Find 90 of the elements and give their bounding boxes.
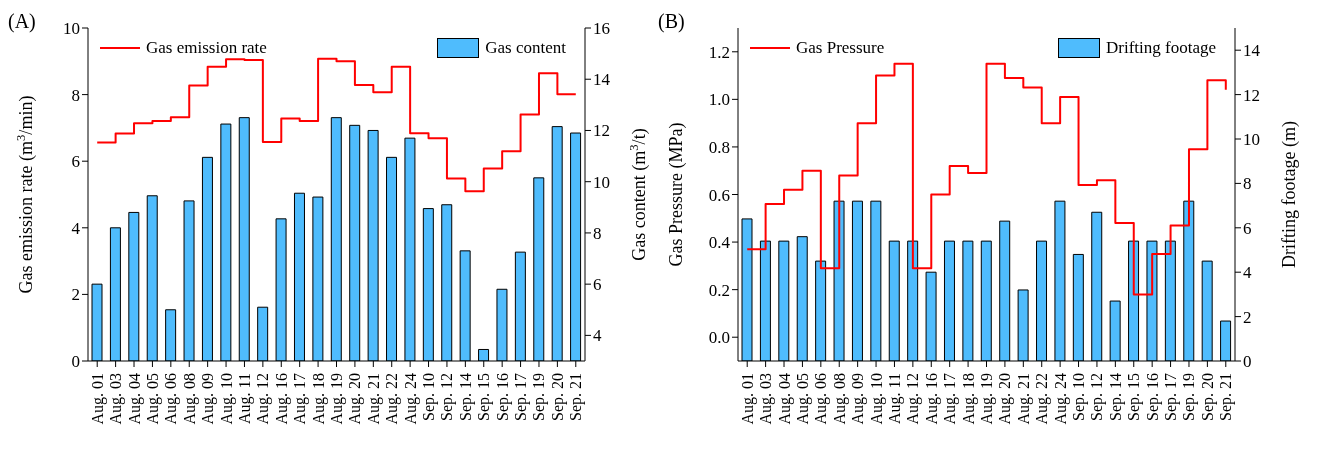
x-tick-label: Aug. 18 [309, 373, 328, 425]
x-tick-label: Aug. 05 [143, 373, 162, 425]
y-tick-label: 1.2 [708, 42, 730, 62]
x-tick-label: Aug. 05 [793, 373, 812, 425]
x-tick-label: Aug. 04 [775, 373, 794, 425]
x-tick-label: Aug. 12 [904, 373, 923, 425]
x-tick-label: Aug. 16 [272, 373, 291, 425]
x-tick-label: Sep. 10 [1070, 373, 1089, 421]
x-tick-label: Sep. 10 [420, 373, 439, 421]
x-tick-label: Aug. 21 [364, 373, 383, 425]
y2-tick-label: 10 [1243, 130, 1260, 150]
x-tick-label: Aug. 10 [867, 373, 886, 425]
x-tick-label: Aug. 11 [885, 373, 904, 424]
x-tick-label: Sep. 14 [1106, 373, 1125, 421]
y2-tick-label: 8 [1243, 174, 1252, 194]
x-tick-label: Aug. 24 [1051, 373, 1070, 425]
y2-tick-label: 12 [593, 121, 610, 141]
x-tick-label: Aug. 11 [235, 373, 254, 424]
x-tick-label: Sep. 19 [1180, 373, 1199, 421]
y-tick-label: 10 [63, 19, 80, 39]
x-tick-label: Aug. 20 [346, 373, 365, 425]
y2-tick-label: 6 [593, 275, 602, 295]
legend-label: Gas content [485, 38, 566, 58]
x-tick-label: Sep. 17 [1162, 373, 1181, 421]
y2-tick-label: 2 [1243, 307, 1252, 327]
chart-title: (B) [658, 10, 685, 33]
x-tick-label: Aug. 08 [830, 373, 849, 425]
x-tick-label: Sep. 12 [1088, 373, 1107, 421]
x-tick-label: Aug. 22 [383, 373, 402, 425]
x-tick-label: Sep. 21 [1217, 373, 1236, 421]
y-tick-label: 2 [71, 285, 80, 305]
y-tick-label: 0.8 [708, 137, 730, 157]
y2-tick-label: 8 [593, 223, 602, 243]
x-tick-label: Aug. 03 [757, 373, 776, 425]
x-tick-label: Aug. 17 [291, 373, 310, 425]
x-tick-label: Aug. 06 [812, 373, 831, 425]
x-tick-label: Aug. 12 [254, 373, 273, 425]
x-tick-label: Sep. 15 [475, 373, 494, 421]
y-tick-label: 0.4 [708, 233, 731, 253]
y-tick-label: 0.0 [708, 328, 730, 348]
y2-tick-label: 14 [593, 70, 611, 90]
y-tick-label: 6 [71, 152, 80, 172]
y2-tick-label: 10 [593, 172, 610, 192]
x-tick-label: Sep. 21 [567, 373, 586, 421]
x-tick-label: Aug. 01 [88, 373, 107, 425]
y2-tick-label: 0 [1243, 352, 1252, 372]
x-tick-label: Aug. 19 [328, 373, 346, 425]
x-tick-label: Aug. 09 [849, 373, 868, 425]
y2-tick-label: 12 [1243, 85, 1260, 105]
legend-label: Gas emission rate [146, 38, 267, 58]
x-tick-label: Sep. 16 [1143, 373, 1162, 421]
y-tick-label: 0.2 [708, 280, 730, 300]
y-tick-label: 0 [71, 352, 80, 372]
x-tick-label: Aug. 21 [1014, 373, 1033, 425]
x-tick-label: Aug. 03 [107, 373, 126, 425]
x-tick-label: Sep. 16 [493, 373, 512, 421]
x-tick-label: Aug. 24 [401, 373, 420, 425]
legend-label: Gas Pressure [796, 38, 885, 58]
x-tick-label: Aug. 09 [199, 373, 218, 425]
x-tick-label: Aug. 22 [1033, 373, 1052, 425]
x-tick-label: Sep. 15 [1125, 373, 1144, 421]
chart-title: (A) [8, 10, 36, 33]
x-tick-label: Aug. 01 [738, 373, 757, 425]
x-tick-label: Sep. 12 [438, 373, 457, 421]
y-axis-title: Gas Pressure (MPa) [666, 122, 687, 267]
y-tick-label: 1.0 [708, 90, 730, 110]
y2-tick-label: 4 [1243, 263, 1252, 283]
y2-tick-label: 16 [593, 19, 610, 39]
x-tick-label: Sep. 14 [456, 373, 475, 421]
x-tick-label: Aug. 06 [162, 373, 181, 425]
x-tick-label: Sep. 17 [512, 373, 531, 421]
x-tick-label: Sep. 19 [530, 373, 549, 421]
y2-axis-title: Drifting footage (m) [1279, 121, 1300, 268]
x-tick-label: Sep. 20 [548, 373, 567, 421]
y2-tick-label: 14 [1243, 41, 1261, 61]
x-tick-label: Aug. 16 [922, 373, 941, 425]
legend-label: Drifting footage [1106, 38, 1216, 58]
x-tick-label: Aug. 17 [941, 373, 960, 425]
y-tick-label: 8 [71, 85, 80, 105]
x-tick-label: Aug. 18 [959, 373, 978, 425]
x-tick-label: Sep. 20 [1198, 373, 1217, 421]
x-tick-label: Aug. 08 [180, 373, 199, 425]
x-tick-label: Aug. 04 [125, 373, 144, 425]
y-tick-label: 4 [71, 218, 81, 238]
y2-tick-label: 4 [593, 326, 602, 346]
y-tick-label: 0.6 [708, 185, 730, 205]
x-tick-label: Aug. 10 [217, 373, 236, 425]
x-tick-label: Aug. 19 [978, 373, 996, 425]
x-tick-label: Aug. 20 [996, 373, 1015, 425]
y2-tick-label: 6 [1243, 218, 1252, 238]
